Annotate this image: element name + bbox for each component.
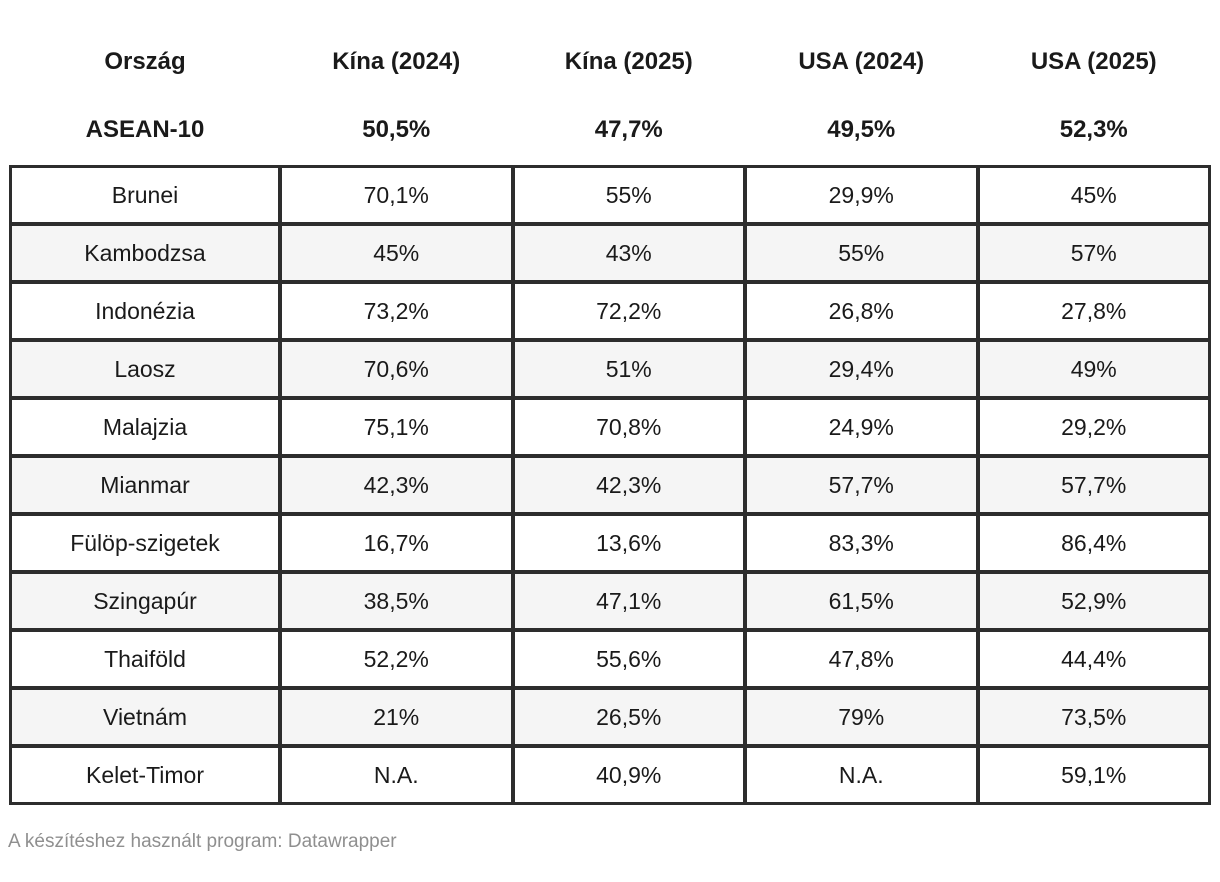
- country-cell: Malajzia: [10, 398, 280, 456]
- summary-header-row: ASEAN-10 50,5% 47,7% 49,5% 52,3%: [10, 96, 1210, 164]
- value-cell: 70,8%: [512, 398, 745, 456]
- summary-label: ASEAN-10: [85, 116, 205, 143]
- value-cell: 79%: [745, 688, 978, 746]
- value-cell: 42,3%: [512, 456, 745, 514]
- value-cell: 49%: [977, 340, 1210, 398]
- table-row: Mianmar 42,3% 42,3% 57,7% 57,7%: [10, 456, 1210, 514]
- country-cell: Thaiföld: [10, 630, 280, 688]
- value-cell: N.A.: [745, 746, 978, 804]
- value-cell: 13,6%: [512, 514, 745, 572]
- table-row: Kambodzsa 45% 43% 55% 57%: [10, 224, 1210, 282]
- column-header-row: Ország Kína (2024) Kína (2025) USA (2024…: [10, 28, 1210, 96]
- column-header-usa-2024: USA (2024): [798, 48, 925, 75]
- value-cell: 45%: [280, 224, 513, 282]
- value-cell: 40,9%: [512, 746, 745, 804]
- value-cell: 73,5%: [977, 688, 1210, 746]
- value-cell: 26,8%: [745, 282, 978, 340]
- value-cell: 24,9%: [745, 398, 978, 456]
- country-cell: Kambodzsa: [10, 224, 280, 282]
- value-cell: 27,8%: [977, 282, 1210, 340]
- table-row: Brunei 70,1% 55% 29,9% 45%: [10, 166, 1210, 224]
- country-cell: Kelet-Timor: [10, 746, 280, 804]
- value-cell: 52,9%: [977, 572, 1210, 630]
- value-cell: 70,6%: [280, 340, 513, 398]
- summary-value-china-2025: 47,7%: [594, 116, 663, 143]
- column-header-china-2024: Kína (2024): [332, 48, 461, 75]
- value-cell: 57,7%: [977, 456, 1210, 514]
- value-cell: 43%: [512, 224, 745, 282]
- value-cell: 29,2%: [977, 398, 1210, 456]
- value-cell: 47,8%: [745, 630, 978, 688]
- value-cell: 55%: [512, 166, 745, 224]
- column-header-china-2025: Kína (2025): [564, 48, 693, 75]
- value-cell: 45%: [977, 166, 1210, 224]
- value-cell: 44,4%: [977, 630, 1210, 688]
- column-header-country: Ország: [104, 48, 186, 75]
- value-cell: 59,1%: [977, 746, 1210, 804]
- value-cell: 38,5%: [280, 572, 513, 630]
- table-row: Kelet-Timor N.A. 40,9% N.A. 59,1%: [10, 746, 1210, 804]
- value-cell: 70,1%: [280, 166, 513, 224]
- table-body: Brunei 70,1% 55% 29,9% 45% Kambodzsa 45% 43% 55%…: [9, 165, 1211, 805]
- table-row: Malajzia 75,1% 70,8% 24,9% 29,2%: [10, 398, 1210, 456]
- summary-value-usa-2025: 52,3%: [1059, 116, 1128, 143]
- value-cell: 72,2%: [512, 282, 745, 340]
- value-cell: N.A.: [280, 746, 513, 804]
- value-cell: 51%: [512, 340, 745, 398]
- value-cell: 57,7%: [745, 456, 978, 514]
- value-cell: 73,2%: [280, 282, 513, 340]
- summary-value-usa-2024: 49,5%: [827, 116, 896, 143]
- value-cell: 61,5%: [745, 572, 978, 630]
- table-row: Thaiföld 52,2% 55,6% 47,8% 44,4%: [10, 630, 1210, 688]
- table-header: Ország Kína (2024) Kína (2025) USA (2024…: [10, 0, 1210, 164]
- value-cell: 21%: [280, 688, 513, 746]
- country-cell: Brunei: [10, 166, 280, 224]
- column-header-usa-2025: USA (2025): [1030, 48, 1157, 75]
- table-row: Laosz 70,6% 51% 29,4% 49%: [10, 340, 1210, 398]
- country-cell: Vietnám: [10, 688, 280, 746]
- country-cell: Mianmar: [10, 456, 280, 514]
- value-cell: 83,3%: [745, 514, 978, 572]
- value-cell: 47,1%: [512, 572, 745, 630]
- table-row: Indonézia 73,2% 72,2% 26,8% 27,8%: [10, 282, 1210, 340]
- value-cell: 55%: [745, 224, 978, 282]
- country-cell: Szingapúr: [10, 572, 280, 630]
- value-cell: 52,2%: [280, 630, 513, 688]
- value-cell: 57%: [977, 224, 1210, 282]
- value-cell: 16,7%: [280, 514, 513, 572]
- summary-value-china-2024: 50,5%: [362, 116, 431, 143]
- attribution-note: A készítéshez használt program: Datawrap…: [8, 831, 397, 852]
- value-cell: 86,4%: [977, 514, 1210, 572]
- country-cell: Indonézia: [10, 282, 280, 340]
- value-cell: 29,9%: [745, 166, 978, 224]
- value-cell: 26,5%: [512, 688, 745, 746]
- value-cell: 29,4%: [745, 340, 978, 398]
- value-cell: 55,6%: [512, 630, 745, 688]
- table-row: Szingapúr 38,5% 47,1% 61,5% 52,9%: [10, 572, 1210, 630]
- table-row: Vietnám 21% 26,5% 79% 73,5%: [10, 688, 1210, 746]
- country-cell: Fülöp-szigetek: [10, 514, 280, 572]
- table-row: Fülöp-szigetek 16,7% 13,6% 83,3% 86,4%: [10, 514, 1210, 572]
- country-cell: Laosz: [10, 340, 280, 398]
- value-cell: 75,1%: [280, 398, 513, 456]
- value-cell: 42,3%: [280, 456, 513, 514]
